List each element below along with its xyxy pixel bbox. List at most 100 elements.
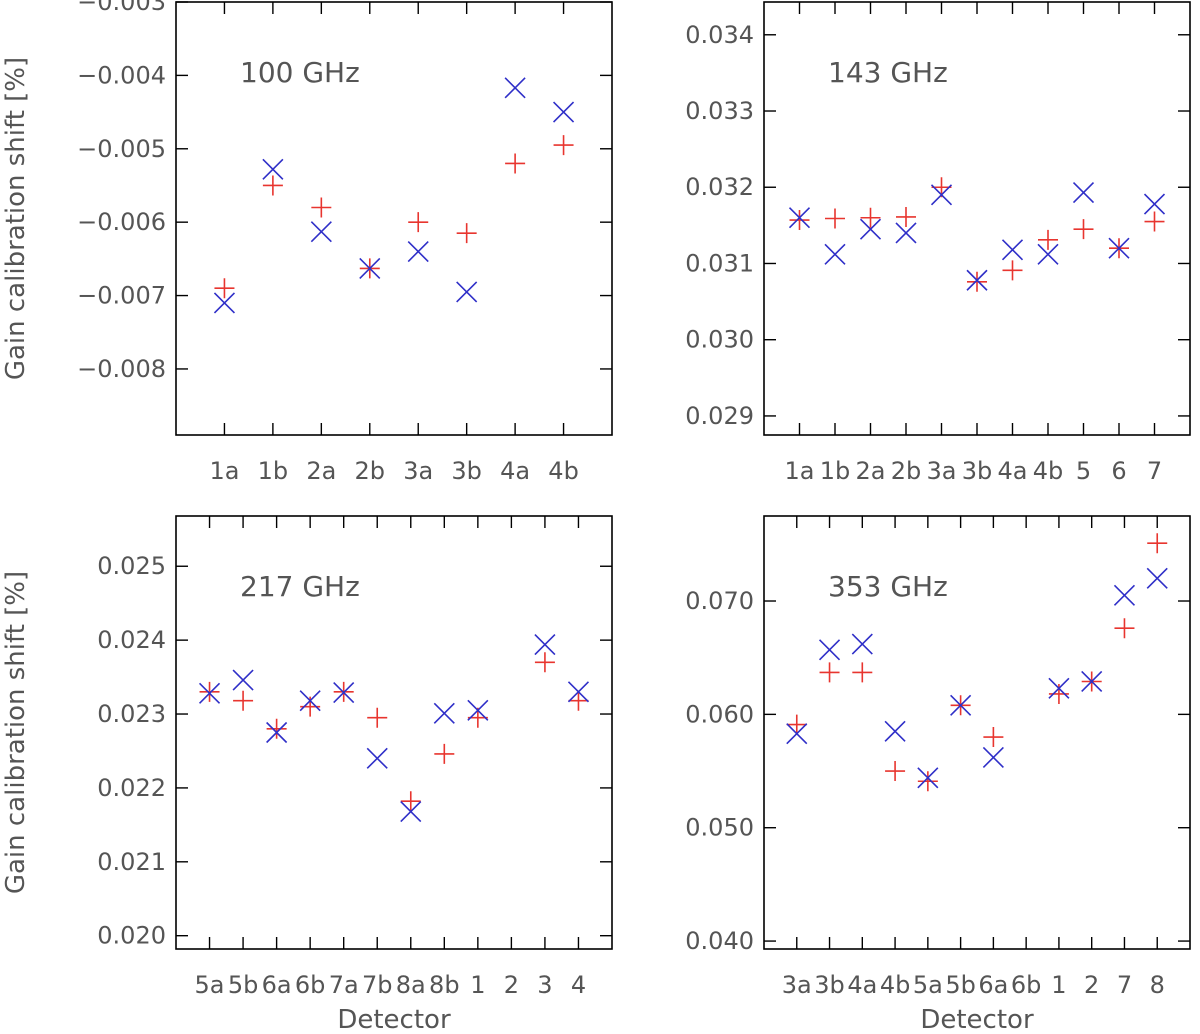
- data-point-plus: [852, 662, 873, 683]
- ytick-label: 0.021: [97, 848, 166, 876]
- panel-title: 100 GHz: [240, 56, 360, 89]
- data-point-plus: [1114, 618, 1135, 639]
- xtick-label: 6a: [262, 971, 292, 999]
- data-point-x: [504, 77, 526, 99]
- panel-0: −0.003 −0.004 −0.005 −0.006 −0.007 −0.008 1a 1b…: [1, 0, 613, 485]
- data-point-x: [1001, 239, 1024, 261]
- data-point-plus: [786, 714, 807, 735]
- data-point-plus: [199, 681, 220, 702]
- data-point-plus: [553, 135, 574, 156]
- data-point-plus: [233, 690, 254, 711]
- data-point-x: [1108, 237, 1130, 259]
- panel-title: 143 GHz: [828, 56, 948, 89]
- xtick-label: 1: [470, 971, 485, 999]
- ytick-label: 0.050: [685, 814, 754, 842]
- xtick-label: 4a: [500, 457, 530, 485]
- data-point-x: [1072, 182, 1095, 204]
- data-point-x: [851, 633, 873, 655]
- data-point-x: [407, 240, 429, 263]
- xtick-label: 6b: [1011, 971, 1042, 999]
- panel-title: 353 GHz: [828, 570, 948, 603]
- data-point-x: [552, 101, 575, 123]
- data-point-plus: [860, 207, 881, 228]
- data-point-x: [1081, 670, 1103, 693]
- xtick-label: 4b: [548, 457, 579, 485]
- data-point-plus: [885, 761, 906, 782]
- data-point-x: [467, 699, 489, 721]
- data-point-x: [982, 746, 1004, 769]
- data-point-x: [456, 281, 478, 303]
- data-point-x: [786, 723, 808, 745]
- ytick-label: −0.005: [77, 135, 166, 163]
- plot-frame: [175, 515, 613, 950]
- ytick-label: 0.033: [685, 97, 754, 125]
- data-point-plus: [1144, 211, 1165, 232]
- xtick-label: 1b: [258, 457, 289, 485]
- data-point-plus: [400, 791, 421, 812]
- data-point-plus: [825, 208, 845, 229]
- data-point-plus: [568, 690, 589, 711]
- data-point-x: [818, 639, 841, 661]
- data-point-x: [433, 702, 455, 724]
- xtick-label: 7a: [329, 971, 359, 999]
- ytick-label: 0.031: [685, 249, 754, 277]
- x-axis-title: Detector: [920, 1005, 1034, 1034]
- panel-1: 0.034 0.033 0.032 0.031 0.030 0.029 1a 1b 2a 2b 3a…: [685, 1, 1191, 485]
- xtick-label: 1a: [209, 457, 239, 485]
- data-point-plus: [434, 743, 455, 764]
- xtick-label: 3: [537, 971, 552, 999]
- data-point-plus: [917, 771, 938, 792]
- data-point-plus: [367, 707, 388, 728]
- data-point-plus: [896, 206, 916, 227]
- xtick-label: 1a: [785, 457, 815, 485]
- xtick-label: 2: [1084, 971, 1099, 999]
- data-point-plus: [819, 662, 840, 683]
- xtick-label: 5b: [228, 971, 259, 999]
- ytick-label: 0.024: [97, 626, 166, 654]
- xtick-label: 1b: [820, 457, 851, 485]
- data-point-x: [262, 158, 284, 180]
- data-point-plus: [983, 727, 1004, 748]
- data-point-x: [213, 292, 236, 314]
- data-point-x: [1048, 677, 1070, 699]
- data-point-x: [1113, 584, 1136, 606]
- ytick-label: 0.034: [685, 21, 754, 49]
- plot-frame: [763, 515, 1191, 950]
- xtick-label: 5a: [195, 971, 225, 999]
- x-axis-title: Detector: [337, 1005, 451, 1034]
- data-point-plus: [534, 652, 555, 673]
- xtick-label: 3b: [962, 457, 993, 485]
- data-point-x: [1146, 567, 1168, 589]
- xtick-label: 2b: [355, 457, 386, 485]
- xtick-label: 4: [571, 971, 586, 999]
- y-axis-title: Gain calibration shift [%]: [1, 571, 31, 894]
- xtick-label: 5: [1076, 457, 1091, 485]
- xtick-label: 3b: [451, 457, 482, 485]
- xtick-label: 8a: [396, 971, 426, 999]
- xtick-label: 3a: [403, 457, 433, 485]
- ytick-label: 0.022: [97, 774, 166, 802]
- xtick-label: 6a: [978, 971, 1008, 999]
- ytick-label: −0.006: [77, 208, 166, 236]
- xtick-label: 7: [1147, 457, 1162, 485]
- xtick-label: 6b: [295, 971, 326, 999]
- data-point-plus: [266, 718, 287, 739]
- data-point-plus: [1038, 229, 1058, 250]
- xtick-label: 2b: [891, 457, 922, 485]
- data-point-x: [1143, 193, 1166, 215]
- data-point-x: [788, 207, 811, 229]
- xtick-label: 6: [1111, 457, 1126, 485]
- ytick-label: 0.029: [685, 402, 754, 430]
- data-point-x: [198, 682, 221, 704]
- ytick-label: −0.008: [77, 355, 166, 383]
- panel-title: 217 GHz: [240, 570, 360, 603]
- data-point-plus: [456, 223, 477, 244]
- data-point-x: [359, 257, 381, 279]
- data-point-x: [884, 720, 906, 742]
- data-point-x: [567, 681, 590, 703]
- data-point-plus: [789, 210, 810, 231]
- panel-2: 0.025 0.024 0.023 0.022 0.021 0.020 5a 5b 6a 6b 7a…: [1, 515, 613, 1034]
- xtick-label: 3b: [814, 971, 845, 999]
- data-point-x: [930, 184, 953, 206]
